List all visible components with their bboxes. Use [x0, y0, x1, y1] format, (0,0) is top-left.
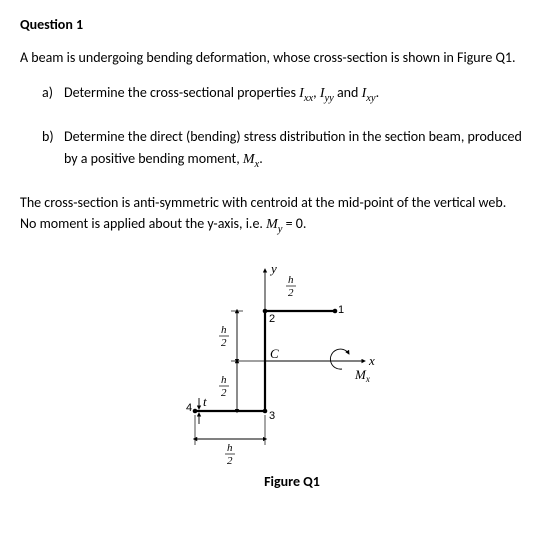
part-a-text: Determine the cross-sectional properties… [64, 82, 524, 108]
node4-label: 4 [186, 402, 192, 414]
figure-caption: Figure Q1 [264, 473, 320, 490]
h2-top-label: h 2 [286, 274, 296, 299]
part-b-text: Determine the direct (bending) stress di… [64, 126, 524, 174]
mx-sub: x [255, 159, 260, 170]
svg-text:h: h [221, 324, 227, 336]
y-label: y [269, 261, 277, 276]
part-a-label: a) [42, 82, 64, 108]
my-var: M [266, 217, 278, 232]
note-text: The cross-section is anti-symmetric with… [20, 194, 506, 232]
mx-curl [330, 349, 349, 369]
svg-text:2: 2 [227, 455, 233, 467]
note-eq: = 0. [282, 215, 306, 232]
figure-q1: y x Mx C 1 2 3 4 h 2 h 2 h [20, 251, 524, 490]
node-1 [333, 309, 338, 314]
h2-bottom-label: h 2 [225, 442, 235, 467]
t-label: t [203, 394, 207, 409]
question-title: Question 1 [20, 16, 524, 33]
svg-text:h: h [288, 274, 294, 286]
centroid-label: C [270, 346, 279, 361]
svg-text:2: 2 [221, 337, 227, 349]
svg-text:h: h [221, 374, 227, 386]
ixy-sub: xy [366, 93, 375, 104]
node-2 [263, 309, 268, 314]
node-4 [193, 409, 198, 414]
part-a-prefix: Determine the cross-sectional properties [64, 84, 299, 101]
note: The cross-section is anti-symmetric with… [20, 192, 524, 238]
svg-text:2: 2 [221, 387, 227, 399]
node3-label: 3 [269, 410, 275, 422]
h2-lower-label: h 2 [219, 374, 229, 399]
h2-upper-label: h 2 [219, 324, 229, 349]
x-label: x [368, 353, 375, 368]
part-a: a) Determine the cross-sectional propert… [42, 82, 524, 108]
ixx-sub: xx [304, 93, 313, 104]
svg-text:h: h [227, 442, 233, 454]
part-b-body: Determine the direct (bending) stress di… [64, 128, 522, 167]
mx-var: M [243, 152, 255, 167]
part-b-label: b) [42, 126, 64, 174]
node1-label: 1 [338, 304, 344, 316]
intro-text: A beam is undergoing bending deformation… [20, 47, 524, 68]
node2-label: 2 [269, 313, 275, 325]
iyy-sub: yy [324, 93, 333, 104]
figure-svg: y x Mx C 1 2 3 4 h 2 h 2 h [137, 251, 407, 471]
node-3 [263, 409, 268, 414]
mx-label: Mx [354, 367, 370, 384]
part-b: b) Determine the direct (bending) stress… [42, 126, 524, 174]
svg-text:2: 2 [288, 287, 294, 299]
